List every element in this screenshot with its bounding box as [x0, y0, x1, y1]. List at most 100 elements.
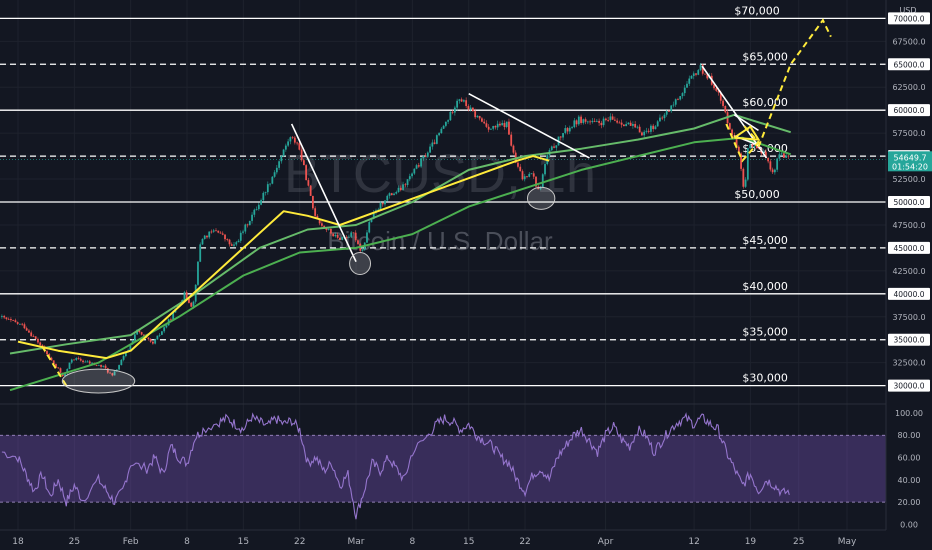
- candle-body: [66, 369, 69, 374]
- candle-body: [462, 100, 465, 102]
- candle-body: [10, 319, 12, 321]
- horizontal-levels: $70,000 $65,000 $60,000 $55,000 $50,000 $45,0…: [0, 4, 886, 387]
- candle-body: [724, 105, 727, 113]
- candle-body: [278, 161, 280, 168]
- candle-body: [14, 320, 17, 323]
- candle-body: [415, 165, 418, 169]
- level-box-label: 40000.0: [893, 290, 924, 299]
- candle-body: [142, 334, 145, 336]
- candle-body: [151, 341, 154, 344]
- candle-body: [104, 365, 107, 369]
- candle-body: [203, 235, 206, 239]
- candle-body: [302, 160, 305, 166]
- candle-body: [413, 168, 416, 174]
- candle-body: [474, 111, 477, 118]
- candle-body: [350, 232, 353, 237]
- candle-body: [458, 99, 461, 101]
- candle-body: [129, 344, 132, 351]
- candle-body: [629, 122, 632, 126]
- candle-body: [496, 123, 499, 128]
- price-tick-label: 37500.0: [892, 313, 925, 322]
- candle-body: [161, 331, 163, 335]
- candle-body: [744, 179, 747, 187]
- candle-body: [539, 187, 542, 190]
- candle-body: [501, 123, 504, 126]
- candle-body: [643, 131, 646, 136]
- candle-body: [192, 301, 195, 307]
- candle-body: [575, 120, 578, 125]
- candle-body: [625, 124, 628, 127]
- candle-body: [677, 99, 679, 101]
- candle-body: [275, 167, 278, 173]
- candle-body: [541, 174, 544, 188]
- time-tick-label: 19: [745, 537, 757, 547]
- price-tick-label: 42500.0: [892, 267, 925, 276]
- price-axis[interactable]: USD 30000.0 32500.0 35000.0 37500.0 40000.0 4…: [885, 0, 932, 550]
- candle-body: [30, 332, 33, 337]
- candle-body: [638, 126, 641, 133]
- candle-body: [683, 87, 686, 94]
- candle-body: [692, 73, 695, 77]
- level-label: $35,000: [742, 326, 788, 339]
- time-tick-label: 25: [69, 537, 80, 547]
- candle-body: [330, 228, 332, 234]
- level-box: [888, 104, 930, 117]
- candle-body: [237, 240, 240, 243]
- candle-body: [424, 155, 427, 157]
- candle-body: [613, 119, 616, 121]
- candle-body: [449, 111, 452, 121]
- candle-body: [553, 146, 555, 148]
- candle-body: [487, 126, 490, 130]
- candle-body: [517, 162, 519, 167]
- candle-body: [695, 73, 697, 75]
- candle-body: [433, 142, 436, 144]
- candle-body: [483, 121, 486, 124]
- rsi-tick-label: 60.00: [898, 454, 921, 463]
- candle-body: [199, 244, 202, 262]
- candle-body: [521, 171, 524, 180]
- candle-body: [740, 153, 742, 169]
- candle-body: [370, 218, 373, 223]
- candle-body: [584, 119, 587, 122]
- candle-body: [251, 214, 253, 221]
- candle-body: [327, 228, 330, 230]
- candle-body: [88, 361, 91, 364]
- candle-body: [25, 328, 28, 331]
- candle-body: [618, 122, 621, 124]
- time-tick-label: 15: [238, 537, 249, 547]
- candle-body: [472, 107, 474, 112]
- time-ticks: 18 25 Feb 8 15 22 Mar 8 15 22 Apr 12 19 25 May: [12, 537, 857, 547]
- candle-body: [431, 142, 434, 147]
- candle-body: [323, 225, 326, 229]
- candle-body: [778, 154, 781, 159]
- candle-body: [627, 122, 630, 125]
- candle-body: [438, 133, 440, 136]
- time-tick-label: 22: [294, 537, 305, 547]
- rsi-tick-label: 0.00: [900, 520, 918, 529]
- candle-body: [28, 330, 30, 333]
- candle-body: [719, 92, 722, 101]
- candle-body: [417, 165, 420, 167]
- candle-body: [447, 120, 450, 122]
- candle-body: [77, 358, 80, 359]
- moving-average-line: [9, 136, 792, 392]
- level-box: [888, 12, 930, 25]
- candle-body: [156, 335, 159, 340]
- candle-body: [248, 220, 251, 226]
- candle-body: [86, 361, 89, 363]
- candle-body: [555, 145, 558, 148]
- candle-body: [34, 336, 37, 339]
- candle-body: [566, 128, 569, 132]
- candle-body: [212, 230, 215, 232]
- candle-body: [97, 364, 100, 366]
- level-box-label: 60000.0: [893, 106, 924, 115]
- candle-body: [16, 322, 19, 324]
- candle-body: [728, 123, 731, 130]
- candle-body: [492, 126, 495, 129]
- candle-body: [354, 232, 357, 241]
- time-axis[interactable]: 18 25 Feb 8 15 22 Mar 8 15 22 Apr 12 19 25 May: [0, 529, 886, 547]
- level-label: $30,000: [742, 372, 788, 385]
- candle-body: [598, 120, 601, 123]
